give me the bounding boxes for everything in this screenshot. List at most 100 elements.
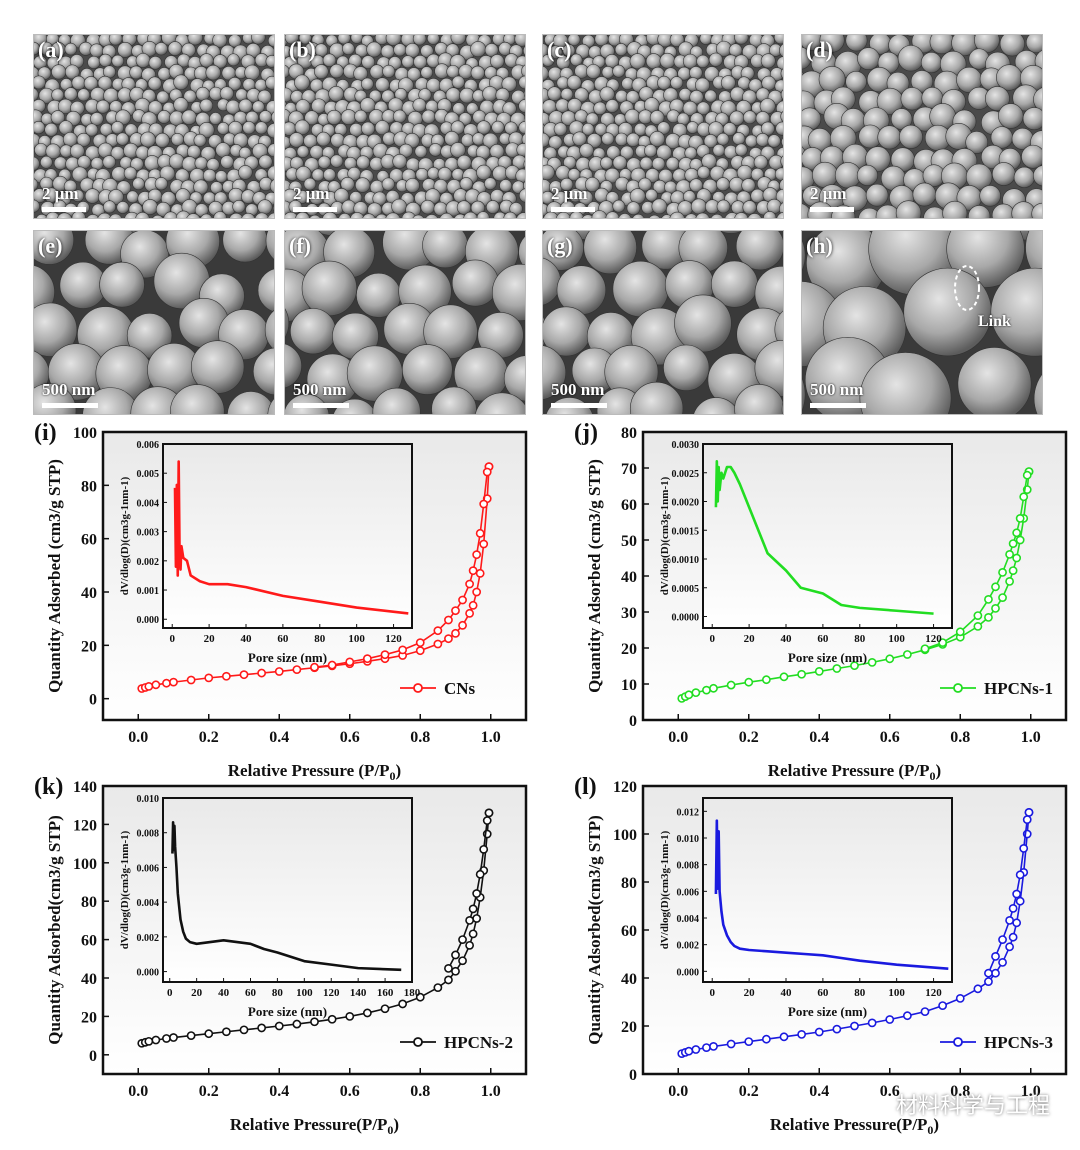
isotherm-desorption-point — [1005, 549, 1014, 559]
scale-label: 500 nm — [293, 380, 347, 399]
y-tick-label: 70 — [621, 461, 637, 478]
inset-x-tick-label: 120 — [385, 633, 402, 645]
panel-label: (f) — [289, 233, 311, 258]
y-tick-label: 40 — [81, 585, 97, 602]
panel-label: (g) — [547, 233, 573, 258]
y-axis-label: Quantity Adsorbed(cm3/g STP) — [585, 815, 604, 1045]
isotherm-desorption-point — [451, 950, 460, 960]
isotherm-adsorption-point — [885, 654, 895, 664]
y-tick-label: 50 — [621, 533, 637, 550]
isotherm-desorption-point — [973, 611, 983, 620]
inset-x-tick-label: 0 — [709, 987, 715, 999]
x-tick-label: 1.0 — [1021, 1083, 1041, 1100]
y-tick-label: 0 — [89, 1048, 97, 1065]
isotherm-adsorption-point — [726, 680, 736, 690]
isotherm-adsorption-point — [465, 940, 474, 950]
isotherm-chart-hpcns2: (k) 0.0 0.2 0.4 0.6 0.8 1.0 0 20 40 60 80 100 120 140 R… — [0, 772, 540, 1137]
x-tick-label: 0.4 — [809, 1083, 829, 1100]
inset-y-tick-label: 0.002 — [677, 941, 700, 952]
inset-x-axis-label: Pore size (nm) — [788, 650, 867, 665]
scale-bar — [293, 207, 337, 212]
x-tick-label: 1.0 — [1021, 729, 1041, 746]
inset-x-tick-label: 20 — [204, 633, 216, 645]
isotherm-adsorption-point — [362, 1008, 372, 1018]
isotherm-desorption-point — [362, 654, 372, 664]
legend-label: HPCNs-2 — [444, 1033, 513, 1052]
isotherm-adsorption-point — [292, 665, 302, 674]
inset-x-axis-label: Pore size (nm) — [248, 1004, 327, 1019]
isotherm-desorption-point — [479, 499, 489, 509]
isotherm-desorption-line — [447, 812, 490, 969]
x-axis-label: Relative Pressure(P/P0) — [230, 1115, 399, 1137]
isotherm-adsorption-point — [1008, 932, 1018, 942]
inset-x-tick-label: 60 — [277, 633, 289, 645]
scale-bar — [551, 403, 607, 408]
isotherm-adsorption-point — [144, 1036, 154, 1046]
x-axis-label: Relative Pressure (P/P0) — [768, 761, 941, 783]
isotherm-adsorption-point — [691, 1045, 701, 1054]
y-tick-label: 120 — [613, 779, 637, 796]
legend-marker — [953, 683, 963, 693]
isotherm-desorption-point — [998, 935, 1007, 944]
inset-x-tick-label: 120 — [925, 633, 942, 645]
isotherm-adsorption-point — [415, 646, 425, 656]
inset-x-tick-label: 140 — [350, 987, 367, 999]
isotherm-desorption-point — [475, 528, 485, 538]
y-tick-label: 100 — [73, 425, 97, 442]
sem-panel-b: (b) 2 μm — [284, 34, 526, 219]
isotherm-adsorption-point — [1005, 942, 1014, 952]
inset-x-axis-label: Pore size (nm) — [788, 1004, 867, 1019]
isotherm-adsorption-point — [479, 539, 489, 549]
y-tick-label: 40 — [81, 971, 97, 988]
isotherm-adsorption-point — [973, 984, 983, 994]
isotherm-desorption-point — [955, 627, 965, 637]
isotherm-adsorption-point — [398, 999, 408, 1009]
x-tick-label: 0.8 — [410, 1083, 430, 1100]
isotherm-adsorption-point — [472, 914, 482, 923]
x-tick-label: 0.2 — [199, 729, 219, 746]
y-axis-label: Quantity Adsorbed (cm3/g STP) — [45, 459, 64, 693]
scale-bar — [551, 207, 595, 212]
y-tick-label: 10 — [621, 677, 637, 694]
isotherm-adsorption-point — [444, 975, 453, 985]
isotherm-adsorption-point — [380, 1004, 390, 1014]
sem-panel-h: (h) 500 nm Link — [801, 230, 1043, 415]
chart-svg: (i) 0.0 0.2 0.4 0.6 0.8 1.0 0 20 40 60 80 100 Relativ… — [34, 420, 528, 783]
scale-bar — [810, 403, 866, 408]
inset-x-tick-label: 60 — [817, 633, 829, 645]
legend-marker — [413, 683, 423, 693]
scale-label: 500 nm — [551, 380, 605, 399]
inset-y-tick-label: 0.0000 — [672, 613, 700, 624]
isotherm-adsorption-point — [938, 1001, 948, 1010]
x-tick-label: 0.4 — [269, 729, 289, 746]
isotherm-adsorption-point — [867, 1018, 877, 1028]
inset-y-tick-label: 0.000 — [137, 615, 160, 626]
isotherm-desorption-point — [475, 869, 485, 879]
legend-label: HPCNs-1 — [984, 679, 1053, 698]
isotherm-desorption-point — [472, 550, 482, 560]
scale-label: 2 μm — [293, 184, 330, 203]
isotherm-adsorption-point — [433, 983, 443, 992]
isotherm-adsorption-point — [779, 672, 789, 682]
isotherm-desorption-point — [451, 606, 460, 616]
isotherm-desorption-point — [468, 566, 478, 576]
scale-bar — [42, 403, 98, 408]
sem-micrograph — [802, 231, 1042, 414]
inset-x-tick-label: 40 — [241, 633, 253, 645]
inset-x-tick-label: 120 — [925, 987, 942, 999]
inset-y-tick-label: 0.006 — [137, 863, 160, 874]
isotherm-adsorption-point — [1005, 576, 1014, 586]
isotherm-adsorption-point — [257, 1023, 267, 1033]
chart-svg: (j) 0.0 0.2 0.4 0.6 0.8 1.0 0 10 20 30 40 50 60 70 80 Re… — [574, 420, 1068, 783]
isotherm-chart-hpcns3: (l) 0.0 0.2 0.4 0.6 0.8 1.0 0 20 40 60 80 100 120 Rela… — [540, 772, 1080, 1137]
panel-label: (h) — [806, 233, 833, 258]
x-tick-label: 0.6 — [880, 1083, 900, 1100]
isotherm-adsorption-point — [239, 670, 249, 680]
x-tick-label: 0.8 — [950, 1083, 970, 1100]
isotherm-desorption-point — [465, 915, 474, 925]
inset-y-tick-label: 0.0005 — [672, 584, 700, 595]
isotherm-desorption-point — [1022, 470, 1032, 480]
isotherm-adsorption-point — [684, 1046, 694, 1056]
y-tick-label: 20 — [81, 1009, 97, 1026]
isotherm-desorption-point — [1015, 870, 1025, 880]
